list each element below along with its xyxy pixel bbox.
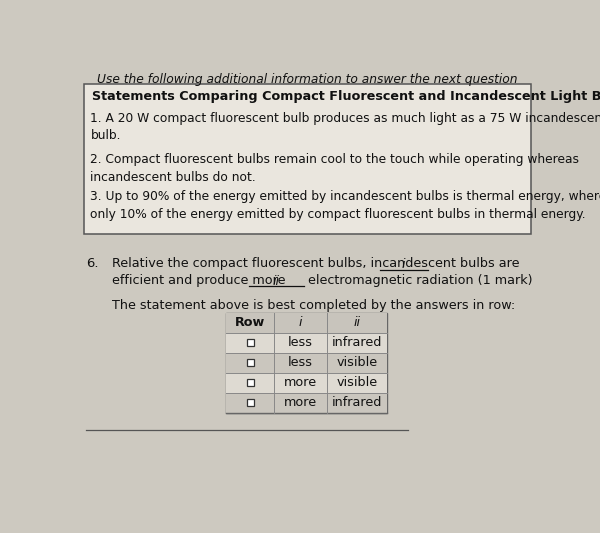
Text: visible: visible [337, 356, 377, 369]
Text: i: i [299, 316, 302, 329]
Text: infrared: infrared [332, 396, 382, 409]
Text: more: more [284, 396, 317, 409]
Text: Statements Comparing Compact Fluorescent and Incandescent Light Bulbs: Statements Comparing Compact Fluorescent… [92, 90, 600, 103]
Text: less: less [288, 336, 313, 349]
Text: 3. Up to 90% of the energy emitted by incandescent bulbs is thermal energy, wher: 3. Up to 90% of the energy emitted by in… [91, 190, 600, 221]
Text: Row: Row [235, 316, 265, 329]
Text: less: less [288, 356, 313, 369]
Text: 2. Compact fluorescent bulbs remain cool to the touch while operating whereas
in: 2. Compact fluorescent bulbs remain cool… [91, 154, 580, 184]
Text: more: more [284, 376, 317, 389]
Bar [226, 373, 388, 393]
Text: ii: ii [272, 275, 280, 288]
Bar [84, 84, 531, 234]
Text: electromagnetic radiation (1 mark): electromagnetic radiation (1 mark) [308, 274, 532, 287]
Bar [226, 313, 388, 413]
Text: visible: visible [337, 376, 377, 389]
Text: 1. A 20 W compact fluorescent bulb produces as much light as a 75 W incandescent: 1. A 20 W compact fluorescent bulb produ… [91, 112, 600, 142]
Bar [247, 359, 254, 366]
Bar [247, 379, 254, 386]
Text: efficient and produce more: efficient and produce more [112, 274, 286, 287]
Text: Use the following additional information to answer the next question: Use the following additional information… [97, 73, 518, 86]
Text: ii: ii [353, 316, 361, 329]
Bar [226, 393, 388, 413]
Text: Relative the compact fluorescent bulbs, incandescent bulbs are: Relative the compact fluorescent bulbs, … [112, 257, 520, 270]
Text: infrared: infrared [332, 336, 382, 349]
Bar [247, 399, 254, 406]
Bar [226, 313, 388, 333]
Bar [226, 353, 388, 373]
Text: 6.: 6. [86, 257, 98, 270]
Text: The statement above is best completed by the answers in row:: The statement above is best completed by… [112, 299, 515, 312]
Bar [226, 333, 388, 353]
Text: i: i [402, 258, 406, 271]
Bar [247, 339, 254, 346]
